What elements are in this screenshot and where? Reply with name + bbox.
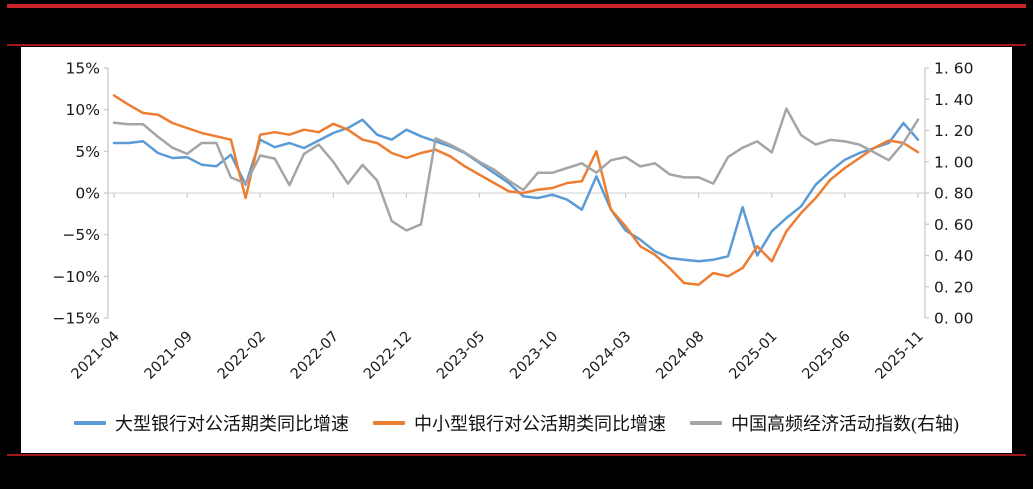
legend-item-small-mid-banks: 中小型银行对公活期类同比增速 — [373, 410, 666, 436]
svg-text:15%: 15% — [66, 60, 100, 78]
line-marker-icon — [74, 421, 106, 425]
svg-text:2025-01: 2025-01 — [726, 329, 780, 383]
legend-label: 中小型银行对公活期类同比增速 — [414, 414, 666, 434]
line-marker-icon — [373, 421, 405, 425]
svg-text:0. 20: 0. 20 — [934, 278, 973, 296]
svg-text:0%: 0% — [75, 185, 100, 203]
legend-label: 大型银行对公活期类同比增速 — [115, 414, 349, 434]
legend-item-activity-index: 中国高频经济活动指数(右轴) — [690, 410, 959, 436]
chart-legend: 大型银行对公活期类同比增速 中小型银行对公活期类同比增速 中国高频经济活动指数(… — [21, 407, 1012, 439]
svg-text:1. 60: 1. 60 — [934, 60, 973, 78]
legend-label: 中国高频经济活动指数(右轴) — [731, 414, 959, 434]
svg-text:2021-09: 2021-09 — [142, 329, 196, 383]
svg-text:2023-10: 2023-10 — [507, 329, 561, 383]
svg-text:2022-02: 2022-02 — [215, 329, 269, 383]
svg-text:0. 80: 0. 80 — [934, 185, 973, 203]
svg-text:2021-04: 2021-04 — [69, 329, 123, 383]
svg-text:2025-06: 2025-06 — [800, 329, 854, 383]
svg-text:2022-12: 2022-12 — [361, 329, 415, 383]
svg-text:−5%: −5% — [62, 226, 100, 244]
svg-text:0. 00: 0. 00 — [934, 310, 973, 328]
svg-text:1. 00: 1. 00 — [934, 153, 973, 171]
footer-red-rule — [7, 454, 1026, 456]
legend-item-large-banks: 大型银行对公活期类同比增速 — [74, 410, 349, 436]
svg-text:1. 40: 1. 40 — [934, 91, 973, 109]
top-red-rule — [7, 4, 1026, 8]
chart-area: 15% 10% 5% 0% −5% −10% −15% 1. 60 1. 40 1. 20 1. 0… — [21, 47, 1012, 453]
svg-text:2022-07: 2022-07 — [288, 329, 342, 383]
svg-text:5%: 5% — [75, 143, 100, 161]
line-marker-icon — [690, 421, 722, 425]
svg-text:0. 60: 0. 60 — [934, 216, 973, 234]
svg-text:10%: 10% — [66, 101, 100, 119]
svg-text:−15%: −15% — [53, 310, 100, 328]
svg-text:−10%: −10% — [53, 268, 100, 286]
svg-text:0. 40: 0. 40 — [934, 247, 973, 265]
header-divider-rule — [7, 44, 1026, 46]
svg-text:2025-11: 2025-11 — [873, 329, 927, 383]
svg-text:1. 20: 1. 20 — [934, 122, 973, 140]
svg-text:2023-05: 2023-05 — [434, 329, 488, 383]
svg-text:2024-03: 2024-03 — [580, 329, 634, 383]
dual-axis-line-chart: 15% 10% 5% 0% −5% −10% −15% 1. 60 1. 40 1. 20 1. 0… — [53, 60, 974, 383]
svg-text:2024-08: 2024-08 — [653, 329, 707, 383]
